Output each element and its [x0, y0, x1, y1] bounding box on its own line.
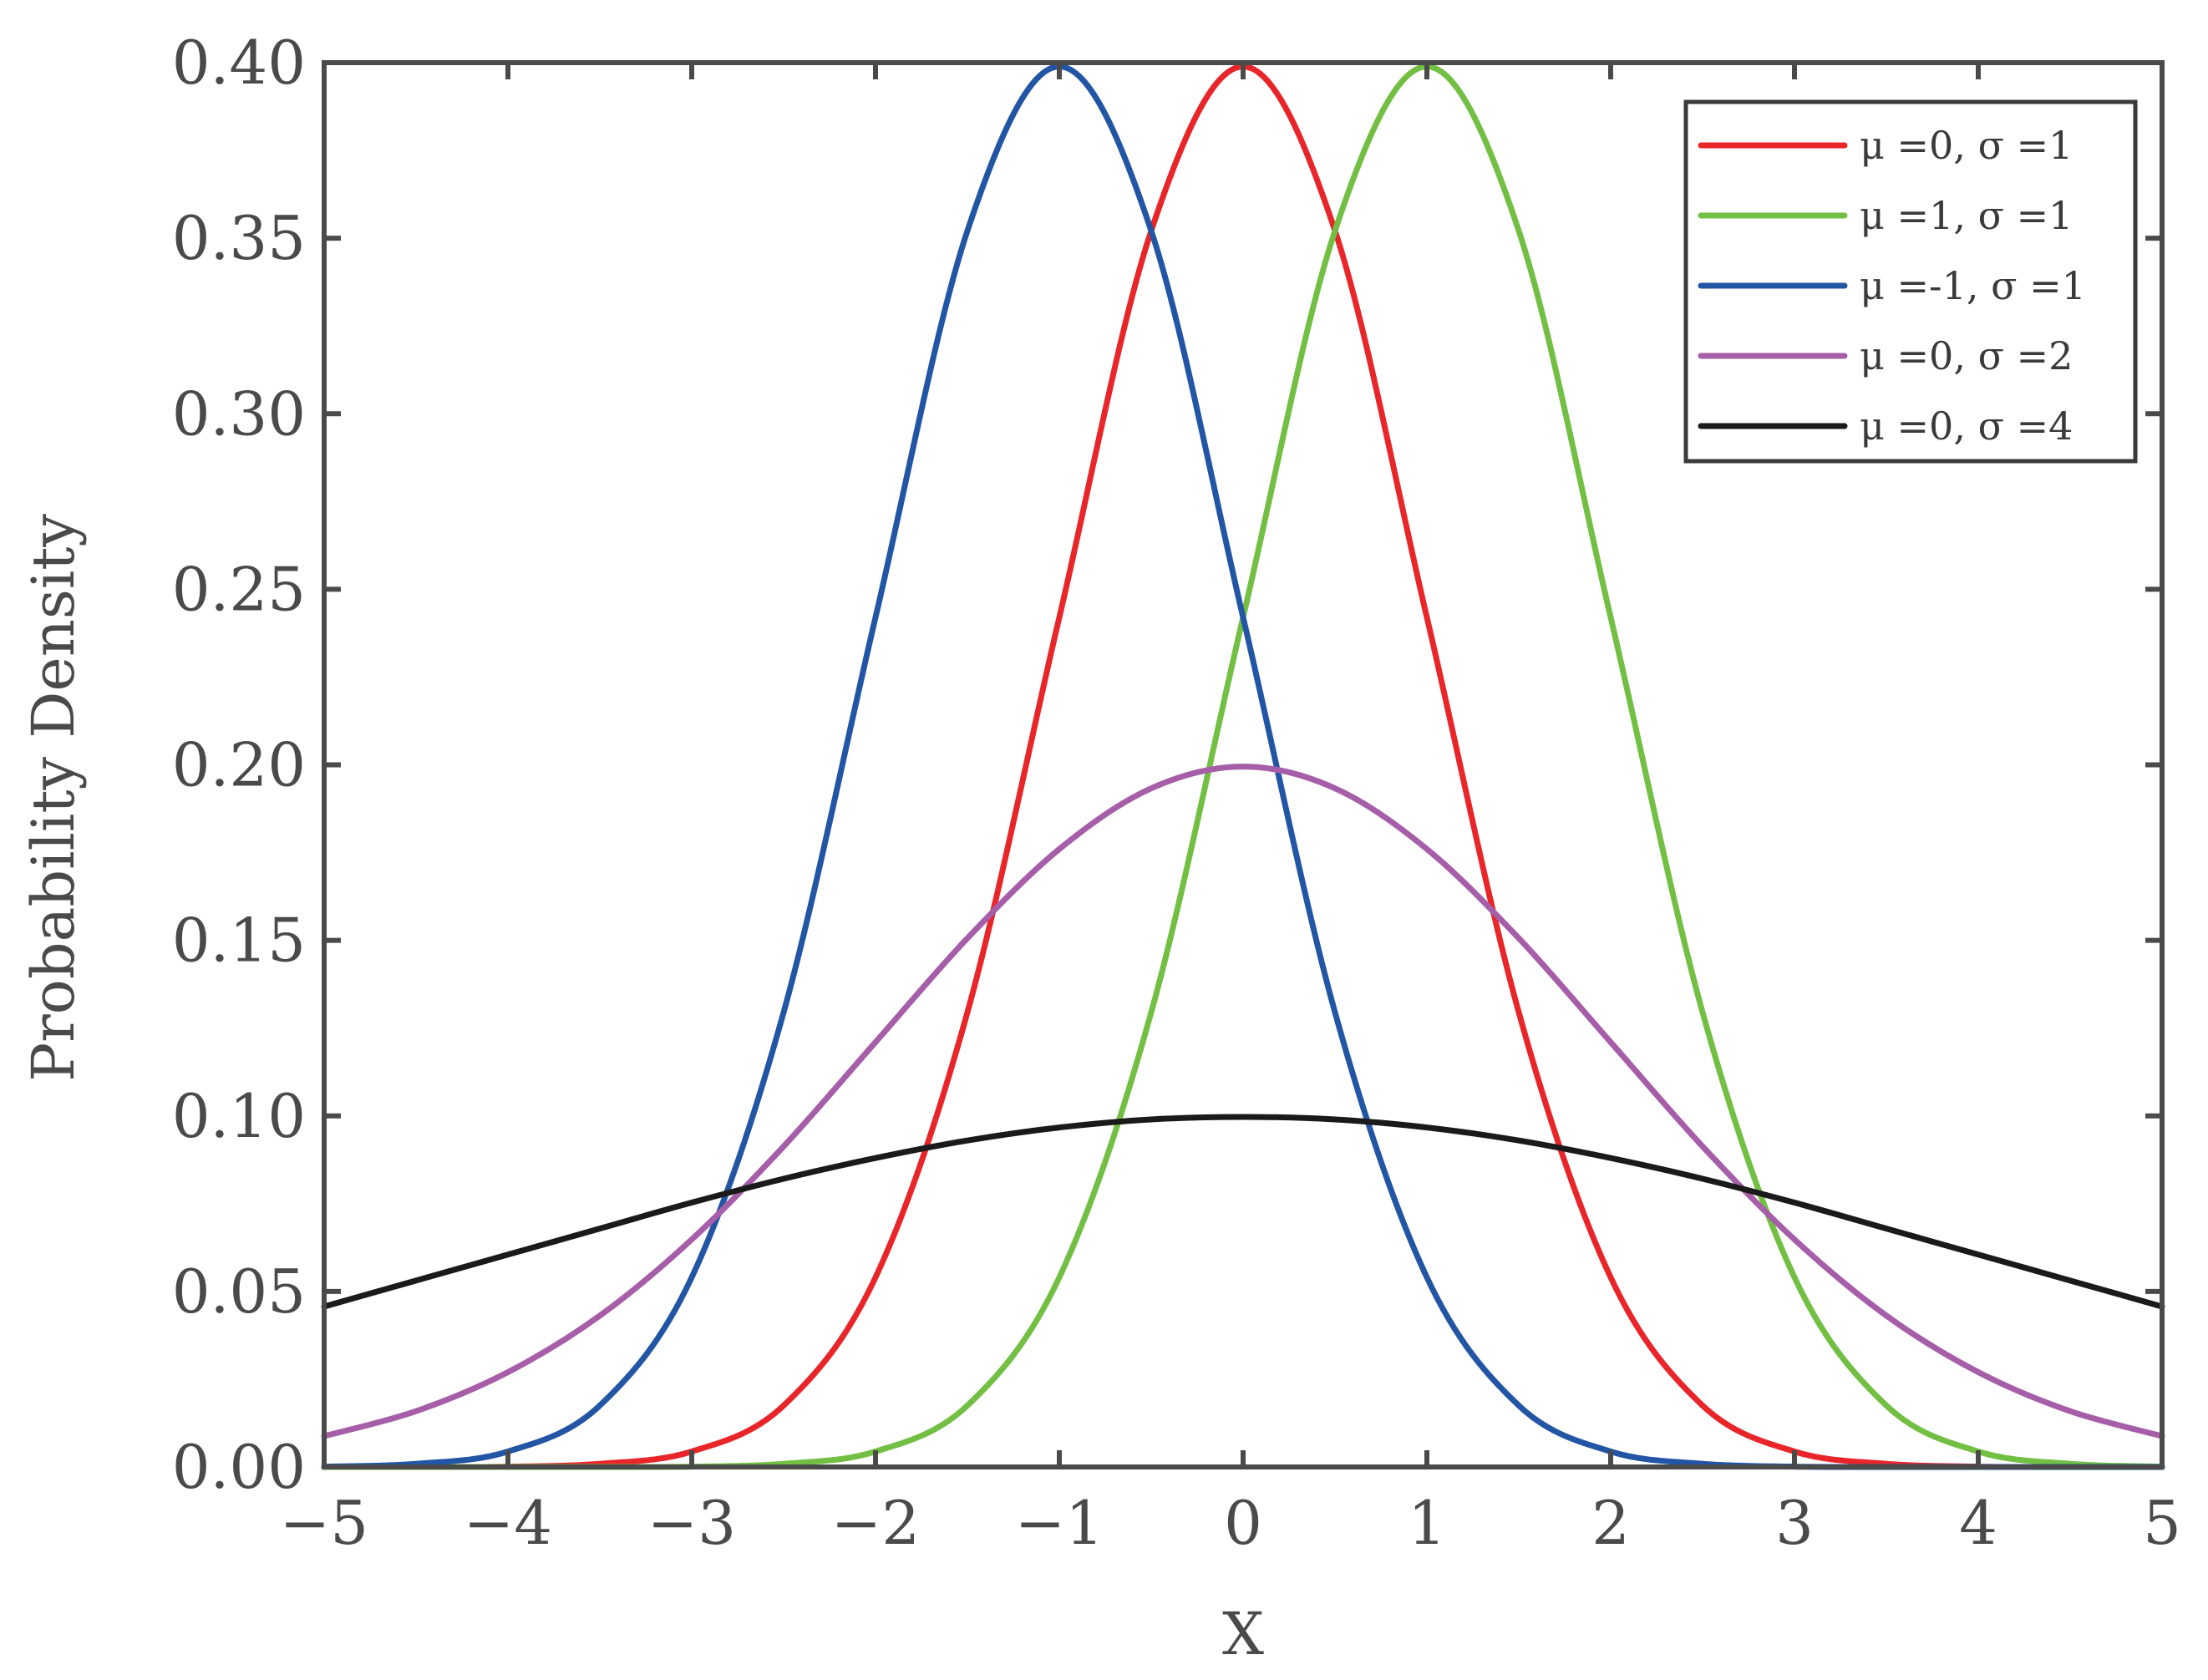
legend-label-3: μ =-1, σ =1	[1860, 263, 2086, 308]
legend-label-1: μ =0, σ =1	[1860, 123, 2073, 168]
x-tick-label: −3	[647, 1488, 736, 1558]
y-tick-label: 0.30	[172, 378, 306, 449]
x-tick-label: 3	[1775, 1488, 1814, 1558]
legend-box	[1683, 99, 2138, 464]
x-axis-title: X	[1222, 1600, 1264, 1668]
x-tick-label: −1	[1015, 1488, 1104, 1558]
x-tick-label: −5	[280, 1488, 368, 1558]
series-line-5	[321, 1114, 2165, 1310]
y-tick-label: 0.25	[172, 554, 306, 624]
legend-label-4: μ =0, σ =2	[1860, 333, 2073, 378]
y-tick-label: 0.05	[172, 1256, 306, 1327]
y-tick-label: 0.10	[172, 1081, 306, 1151]
x-tick-label: −2	[831, 1488, 920, 1558]
legend-label-2: μ =1, σ =1	[1860, 193, 2073, 238]
y-tick-label: 0.20	[172, 730, 306, 800]
y-tick-label: 0.00	[172, 1432, 306, 1502]
legend: μ =0, σ =1 μ =1, σ =1 μ =-1, σ =1 μ =0, σ =…	[1683, 99, 2138, 464]
y-tick-label: 0.15	[172, 906, 306, 976]
tick-marks	[322, 60, 2165, 1469]
y-tick-label: 0.40	[172, 28, 306, 98]
legend-label-5: μ =0, σ =4	[1860, 404, 2073, 449]
series-line-4	[321, 764, 2165, 1439]
tick-labels: −5 −4 −3 −2 −1 0 1 2 3 4 5 0.00 0.05 0.10 0.15 0.20 0.25…	[172, 28, 2181, 1558]
x-tick-label: −4	[464, 1488, 552, 1558]
x-tick-label: 4	[1959, 1488, 1997, 1558]
x-tick-label: 5	[2143, 1488, 2181, 1558]
y-tick-label: 0.35	[172, 203, 306, 273]
x-tick-label: 1	[1408, 1488, 1446, 1558]
x-tick-label: 2	[1591, 1488, 1630, 1558]
y-axis-title: Probability Density	[19, 514, 88, 1082]
x-tick-label: 0	[1224, 1488, 1262, 1558]
